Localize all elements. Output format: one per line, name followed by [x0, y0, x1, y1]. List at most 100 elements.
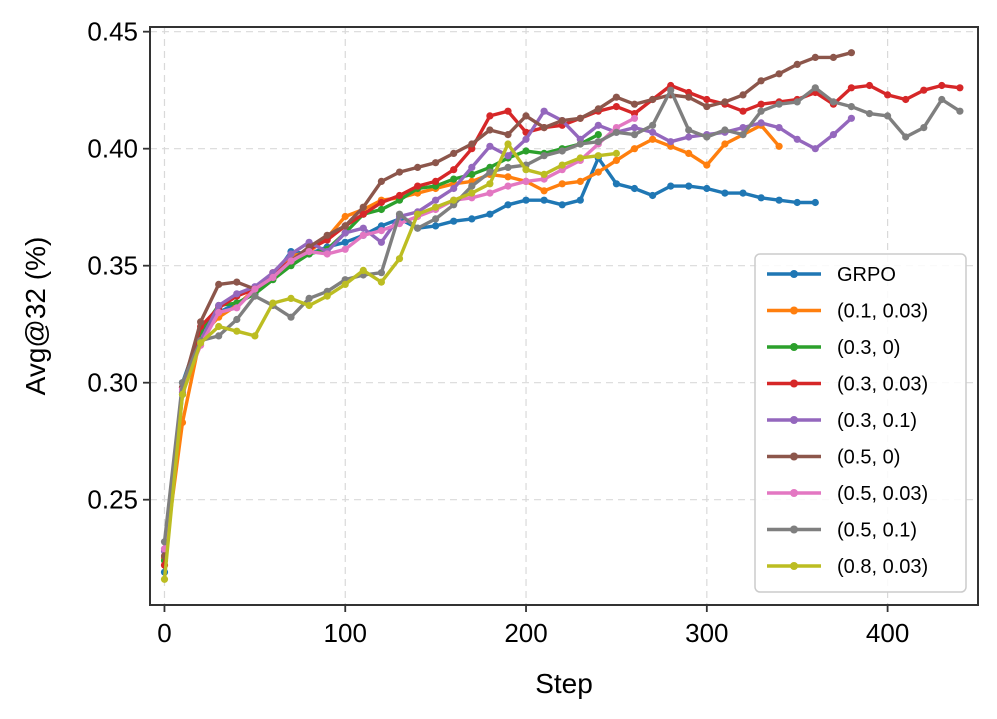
data-point — [432, 196, 440, 204]
data-point — [341, 245, 349, 253]
data-point — [178, 390, 187, 398]
legend-swatch-marker — [790, 343, 798, 351]
data-point — [251, 292, 259, 300]
data-point — [233, 327, 241, 335]
x-tick-label: 300 — [685, 618, 728, 648]
data-point — [287, 250, 295, 258]
data-point — [938, 81, 946, 90]
data-point — [721, 140, 729, 148]
data-point — [956, 84, 964, 92]
data-point — [287, 313, 295, 321]
data-point — [504, 201, 512, 209]
data-point — [251, 332, 259, 340]
data-point — [811, 198, 819, 207]
y-tick-label: 0.45 — [87, 17, 138, 47]
data-point — [414, 182, 422, 190]
data-point — [359, 224, 367, 232]
data-point — [630, 114, 639, 122]
data-point — [775, 100, 783, 108]
y-tick-label: 0.25 — [87, 485, 138, 515]
data-point — [468, 215, 476, 223]
data-point — [377, 269, 385, 277]
legend: GRPO (0.1, 0.03) (0.3, 0) (0.3, 0.03) (0.3, … — [754, 253, 967, 593]
legend-label: (0.3, 0.1) — [837, 410, 917, 432]
data-point — [667, 138, 675, 146]
data-point — [215, 332, 223, 340]
data-point — [721, 189, 729, 197]
data-point — [793, 98, 801, 106]
series-8 — [160, 140, 621, 583]
data-point — [721, 98, 729, 106]
data-point — [938, 95, 946, 104]
data-point — [305, 301, 313, 310]
data-point — [486, 168, 494, 176]
y-tick-label: 0.40 — [87, 134, 138, 164]
data-point — [757, 77, 765, 85]
data-point — [649, 95, 657, 104]
data-point — [811, 145, 819, 153]
legend-swatch-marker — [790, 489, 798, 497]
data-point — [612, 149, 621, 157]
data-point — [594, 152, 602, 160]
data-point — [323, 231, 331, 239]
legend-label: (0.5, 0) — [837, 447, 900, 469]
data-point — [522, 135, 530, 143]
data-point — [757, 107, 765, 115]
data-point — [522, 177, 530, 185]
data-point — [865, 110, 874, 118]
data-point — [956, 107, 964, 115]
data-point — [793, 60, 801, 68]
data-point — [685, 133, 693, 141]
data-point — [341, 212, 349, 221]
data-point — [594, 105, 602, 113]
data-point — [612, 156, 621, 164]
data-point — [160, 575, 169, 583]
data-point — [775, 196, 783, 204]
data-point — [504, 173, 512, 181]
data-point — [667, 86, 675, 94]
data-point — [576, 177, 584, 185]
x-tick-label: 0 — [157, 618, 171, 648]
data-point — [468, 140, 476, 148]
series-7 — [160, 84, 964, 546]
legend-item: (0.3, 0.1) — [767, 410, 917, 432]
data-point — [649, 121, 657, 129]
data-point — [197, 318, 205, 326]
data-point — [450, 196, 458, 204]
data-point — [739, 91, 747, 99]
legend-item: GRPO — [767, 264, 896, 286]
data-point — [486, 126, 494, 134]
data-point — [341, 280, 349, 288]
data-point — [649, 191, 657, 200]
data-point — [685, 149, 693, 157]
data-point — [323, 250, 331, 258]
data-point — [395, 210, 404, 218]
data-point — [594, 168, 602, 176]
data-point — [576, 196, 584, 204]
legend-item: (0.3, 0) — [767, 337, 900, 359]
data-point — [685, 93, 693, 101]
data-point — [775, 142, 783, 150]
data-point — [558, 161, 566, 169]
data-point — [432, 203, 440, 211]
data-point — [703, 95, 711, 104]
data-point — [359, 266, 367, 274]
data-point — [811, 84, 819, 92]
data-point — [540, 107, 548, 115]
data-point — [558, 201, 566, 209]
data-point — [739, 107, 747, 115]
data-point — [703, 184, 711, 193]
y-tick-label: 0.30 — [87, 368, 138, 398]
data-point — [703, 133, 711, 141]
data-point — [233, 290, 241, 298]
data-point — [920, 124, 928, 132]
data-point — [522, 196, 530, 204]
data-point — [305, 248, 313, 256]
data-point — [540, 124, 548, 132]
legend-item: (0.8, 0.03) — [767, 556, 928, 578]
data-point — [233, 304, 241, 312]
data-point — [829, 53, 838, 62]
data-point — [414, 210, 422, 218]
data-point — [630, 100, 639, 108]
data-point — [215, 308, 223, 317]
